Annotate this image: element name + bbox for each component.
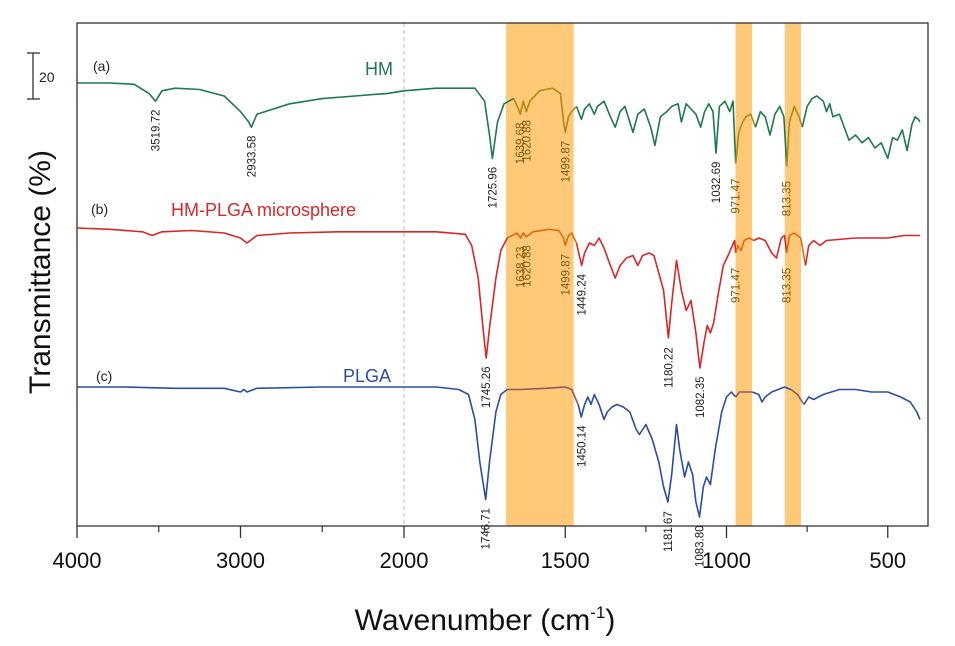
curve-hm-plga-microsphere-seg-2 [575,237,737,369]
peak-label: 1499.87 [560,254,572,296]
peak-label: 1450.14 [576,425,588,467]
series-name-hm-plga: HM-PLGA microsphere [171,200,356,220]
curve-plga-seg-4 [752,386,792,403]
x-axis-title-close: ) [605,604,615,637]
peak-label: 813.35 [782,268,794,303]
curve-plga-seg-1 [507,386,579,405]
series-name-hm: HM [365,59,393,79]
spectra [76,82,921,518]
tag-b: (b) [91,201,108,217]
highlight-bands [505,23,801,526]
x-tick-label: 4000 [53,548,102,573]
peak-label: 1746.71 [481,508,493,550]
curve-hm-plga-microsphere-seg-1 [506,228,578,247]
curve-hm-seg-1 [512,87,578,134]
peak-label: 813.35 [782,181,794,216]
x-axis: 4000 3000 2000 1500 1000 500 [53,526,906,573]
curve-hm-plga-microsphere-seg-4 [753,234,788,259]
x-tick-label: 1000 [702,548,751,573]
curve-hm-seg-0 [77,82,514,160]
curve-hm-plga-microsphere-seg-6 [804,234,920,266]
x-axis-title-sup: -1 [590,603,605,622]
x-axis-title: Wavenumber (cm-1) [355,603,616,637]
peak-label: 1032.69 [711,162,723,204]
tag-c: (c) [96,368,112,384]
curve-hm-plga-microsphere-seg-5 [785,232,807,266]
peak-label: 1083.80 [694,525,706,567]
curve-hm-seg-4 [754,105,788,167]
peak-label: 2933.58 [246,136,258,178]
curve-hm-seg-3 [734,113,757,164]
peak-label: 1745.26 [481,366,493,408]
curve-hm-plga-microsphere-seg-0 [76,227,508,359]
peak-label: 1620.88 [521,245,533,287]
curve-hm-seg-5 [785,105,804,167]
curve-plga-seg-6 [803,388,921,420]
x-axis-title-main: Wavenumber (cm [355,604,591,637]
x-tick-label: 2000 [380,548,429,573]
peak-label: 1638.23 [516,246,528,288]
curve-hm-plga-microsphere-seg-3 [734,237,755,254]
peak-label: 1449.24 [577,273,589,315]
y-axis-title: Transmittance (%) [24,150,57,394]
peak-label: 1639.68 [515,123,527,165]
peak-label: 1620.88 [521,120,533,162]
curve-plga-seg-5 [790,388,805,405]
peak-label: 1180.22 [663,347,675,388]
scale-bar-label: 20 [39,69,55,85]
peak-labels: 3519.722933.581725.961639.681620.881499.… [151,110,794,567]
scale-bar: 20 [27,52,55,100]
peak-label: 1181.67 [663,511,675,552]
peak-label: 1725.96 [487,167,499,209]
peak-label: 1499.87 [560,141,572,183]
series-name-plga: PLGA [343,366,391,386]
curve-hm-seg-2 [575,100,737,164]
x-tick-label: 500 [869,548,906,573]
x-tick-label: 3000 [216,548,265,573]
peak-label: 1082.35 [695,376,707,418]
tag-a: (a) [93,58,110,74]
peak-label: 971.47 [731,178,743,213]
curve-hm-seg-6 [801,95,921,160]
peak-label: 3519.72 [151,110,163,152]
peak-label: 971.47 [731,268,743,303]
highlight-band-2 [784,23,801,526]
curve-plga-seg-2 [577,391,737,518]
curve-plga-seg-0 [77,386,508,501]
curve-plga-seg-3 [735,391,753,398]
highlight-band-1 [735,23,752,526]
plot-frame [76,22,929,527]
x-tick-label: 1500 [541,548,590,573]
